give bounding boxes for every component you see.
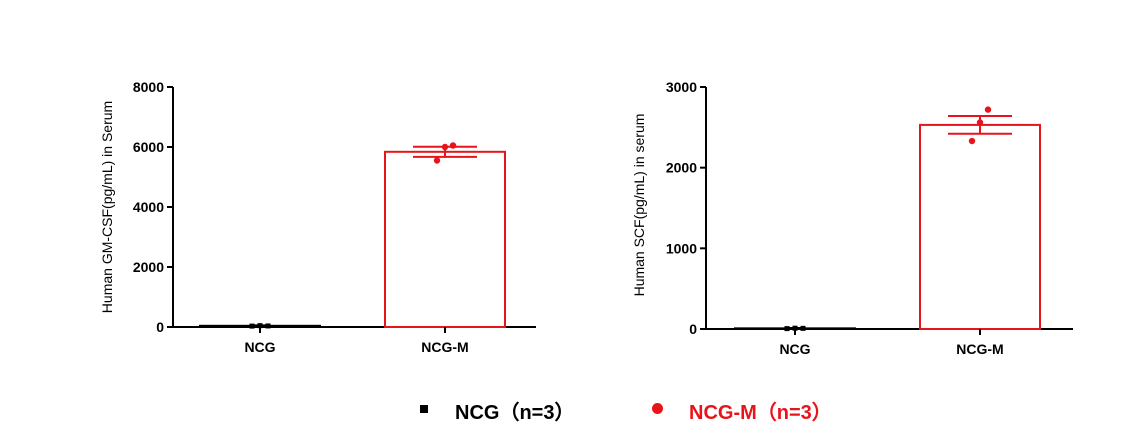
figure: 0 2000 4000 6000 8000 Human GM-CSF(pg/mL) in … (99, 79, 1073, 357)
legend-circle-marker (652, 403, 663, 414)
y-tick-label: 1000 (666, 240, 697, 256)
legend-square-marker (420, 405, 428, 413)
legend-label-ncg: NCG（n=3） (455, 402, 575, 424)
y-tick-label: 8000 (133, 79, 164, 95)
x-tick-label: NCG-M (956, 341, 1003, 357)
data-point-circle (984, 106, 992, 113)
y-tick-label: 4000 (133, 199, 164, 215)
y-tick-label: 2000 (666, 160, 697, 176)
y-axis-label: Human GM-CSF(pg/mL) in Serum (99, 101, 115, 313)
y-tick-label: 3000 (666, 79, 697, 95)
x-tick-label: NCG (244, 339, 275, 355)
data-point-square (800, 325, 806, 331)
data-point-circle (449, 142, 457, 149)
x-tick-label: NCG (779, 341, 810, 357)
y-axis-label: Human SCF(pg/mL) in serum (631, 114, 647, 297)
data-point-circle (433, 157, 441, 164)
y-tick-label: 0 (156, 319, 164, 335)
legend-label-ncg-m: NCG-M（n=3） (689, 402, 832, 424)
chart-panel-1: 0 2000 4000 6000 8000 Human GM-CSF(pg/mL) in … (99, 79, 536, 355)
legend: NCG（n=3） NCG-M（n=3） (0, 396, 1135, 426)
bar-ncg-m (919, 123, 1041, 330)
y-tick-label: 0 (689, 321, 697, 337)
data-point-square (792, 325, 798, 331)
y-tick-label: 6000 (133, 139, 164, 155)
bar-ncg-m (384, 150, 506, 328)
data-point-circle (976, 119, 984, 126)
data-point-square (257, 323, 263, 329)
data-point-square (265, 323, 271, 329)
y-tick-label: 2000 (133, 259, 164, 275)
data-point-circle (968, 137, 976, 145)
data-point-square (249, 323, 255, 329)
chart-panel-2: 0 1000 2000 3000 Human SCF(pg/mL) in serum NC… (631, 79, 1073, 357)
data-point-square (784, 326, 790, 332)
x-tick-label: NCG-M (421, 339, 468, 355)
data-point-circle (441, 143, 449, 151)
